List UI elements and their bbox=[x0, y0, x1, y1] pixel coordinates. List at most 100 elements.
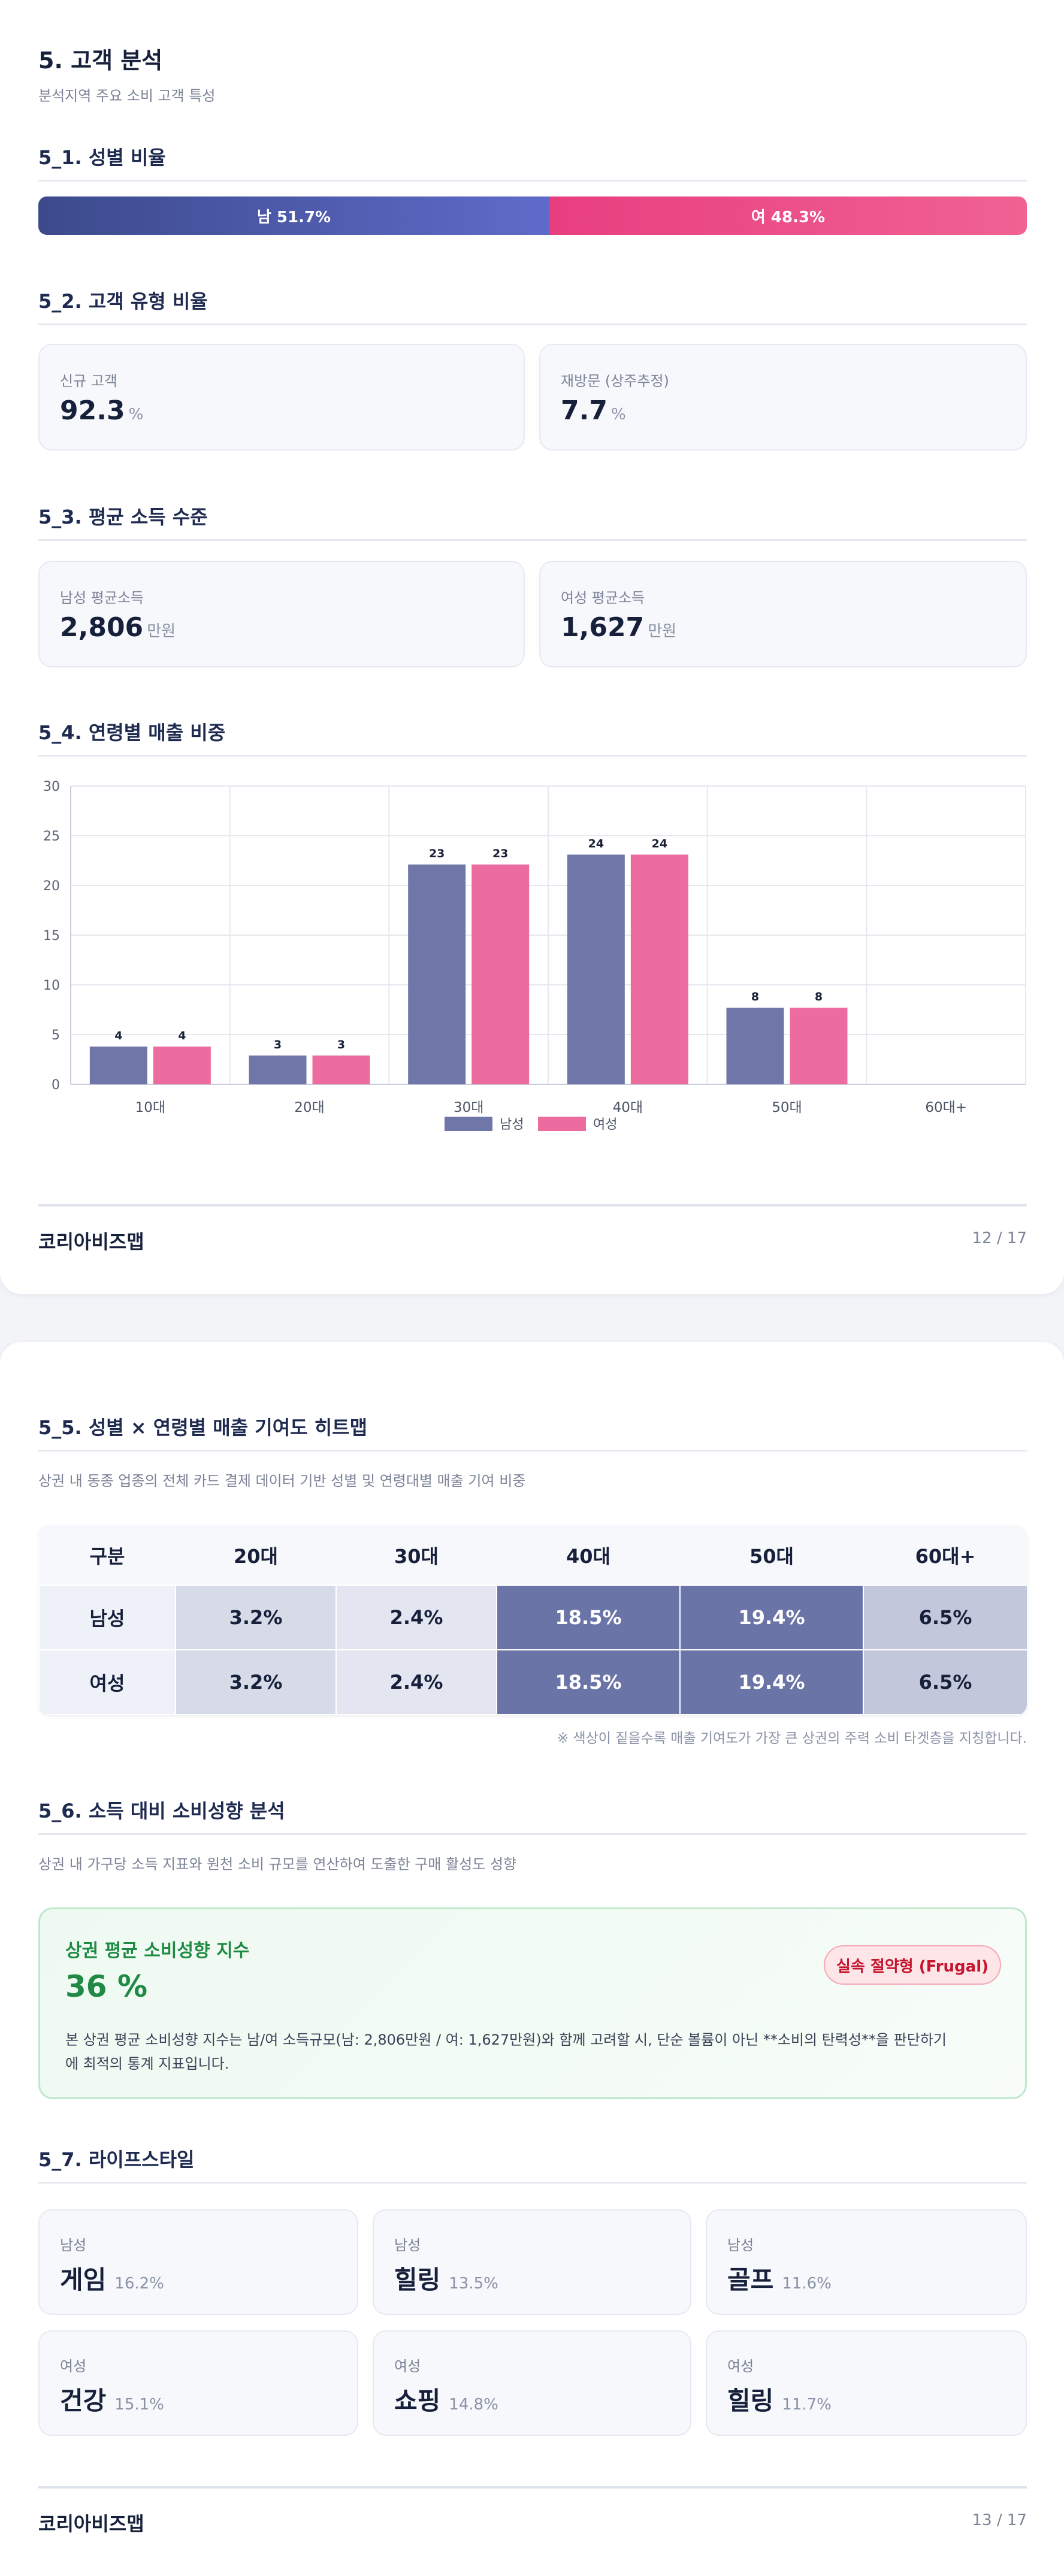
lifestyle-gender: 여성 bbox=[727, 2358, 754, 2375]
heatmap-cell: 18.5% bbox=[496, 1585, 681, 1650]
lifestyle-name: 골프 bbox=[727, 2265, 774, 2294]
heatmap-cell: 6.5% bbox=[863, 1649, 1027, 1715]
lifestyle-row: 게임 16.2% bbox=[60, 2260, 164, 2296]
card-value: 92.3 bbox=[60, 395, 125, 426]
bar-male bbox=[89, 1046, 147, 1084]
heatmap-cell: 6.5% bbox=[863, 1585, 1027, 1650]
bar-female bbox=[790, 1008, 848, 1084]
table-row: 남성 3.2% 2.4% 18.5% 19.4% 6.5% bbox=[38, 1585, 1027, 1650]
lifestyle-gender: 여성 bbox=[394, 2358, 421, 2375]
header-cell: 40대 bbox=[497, 1525, 680, 1585]
income-heading: 5_3. 평균 소득 수준 bbox=[38, 506, 208, 528]
y-tick-label: 25 bbox=[43, 829, 60, 844]
lifestyle-name: 쇼핑 bbox=[394, 2386, 441, 2415]
data-label: 3 bbox=[337, 1038, 345, 1051]
row-header: 남성 bbox=[38, 1585, 176, 1650]
gender-ratio-heading: 5_1. 성별 비율 bbox=[38, 146, 166, 169]
heatmap-table-wrapper: 구분 20대 30대 40대 50대 60대+ 남성 3.2% 2.4% 18.… bbox=[38, 1525, 1027, 1715]
propensity-card-title: 상권 평균 소비성향 지수 bbox=[65, 1940, 250, 1961]
footer-divider bbox=[38, 1204, 1027, 1207]
section-divider bbox=[38, 755, 1027, 757]
lifestyle-name: 건강 bbox=[60, 2386, 107, 2415]
y-tick-label: 15 bbox=[43, 929, 60, 944]
heatmap-cell: 3.2% bbox=[175, 1585, 337, 1650]
x-tick-label: 50대 bbox=[772, 1100, 802, 1115]
header-cell: 50대 bbox=[680, 1525, 863, 1585]
x-tick-label: 30대 bbox=[454, 1100, 483, 1115]
age-sales-heading: 5_4. 연령별 매출 비중 bbox=[38, 721, 226, 744]
header-cell: 구분 bbox=[39, 1525, 176, 1585]
heatmap-cell: 18.5% bbox=[496, 1649, 681, 1715]
heatmap-cell: 19.4% bbox=[679, 1585, 864, 1650]
legend-label: 남성 bbox=[500, 1117, 524, 1132]
lifestyle-row: 쇼핑 14.8% bbox=[394, 2381, 498, 2417]
lifestyle-row: 힐링 13.5% bbox=[394, 2260, 498, 2296]
x-tick-label: 20대 bbox=[294, 1100, 324, 1115]
page-subtitle: 분석지역 주요 소비 고객 특성 bbox=[38, 87, 216, 104]
card-unit: % bbox=[610, 406, 626, 424]
lifestyle-heading: 5_7. 라이프스타일 bbox=[38, 2148, 195, 2171]
section-divider bbox=[38, 180, 1027, 182]
propensity-body: 본 상권 평균 소비성향 지수는 남/여 소득규모(남: 2,806만원 / 여… bbox=[65, 2028, 1006, 2076]
data-label: 23 bbox=[492, 847, 508, 860]
card-label: 남성 평균소득 bbox=[60, 589, 144, 606]
data-label: 3 bbox=[274, 1038, 282, 1051]
lifestyle-name: 힐링 bbox=[394, 2265, 441, 2294]
propensity-description: 상권 내 가구당 소득 지표와 원천 소비 규모를 연산하여 도출한 구매 활성… bbox=[38, 1856, 517, 1873]
bar-male bbox=[249, 1055, 307, 1084]
bar-female bbox=[153, 1046, 211, 1084]
legend-label: 여성 bbox=[593, 1117, 617, 1132]
lifestyle-card: 남성 골프 11.6% bbox=[706, 2209, 1027, 2315]
lifestyle-card: 여성 건강 15.1% bbox=[38, 2330, 358, 2436]
bar-male bbox=[726, 1008, 784, 1084]
x-tick-label: 10대 bbox=[135, 1100, 165, 1115]
data-label: 8 bbox=[815, 990, 823, 1003]
heatmap-heading: 5_5. 성별 × 연령별 매출 기여도 히트맵 bbox=[38, 1416, 368, 1439]
lifestyle-pct: 14.8% bbox=[449, 2396, 498, 2414]
lifestyle-card: 남성 게임 16.2% bbox=[38, 2209, 358, 2315]
heatmap-note: ※ 색상이 짙을수록 매출 기여도가 가장 큰 상권의 주력 소비 타겟층을 지… bbox=[557, 1731, 1027, 1746]
lifestyle-pct: 15.1% bbox=[114, 2396, 164, 2414]
lifestyle-row: 힐링 11.7% bbox=[727, 2381, 832, 2417]
footer-divider bbox=[38, 2486, 1027, 2489]
heatmap-header-row: 구분 20대 30대 40대 50대 60대+ bbox=[39, 1525, 1027, 1585]
card-unit: 만원 bbox=[648, 622, 677, 640]
data-label: 23 bbox=[429, 847, 445, 860]
page-title: 5. 고객 분석 bbox=[38, 47, 163, 74]
data-label: 4 bbox=[178, 1029, 186, 1042]
section-divider bbox=[38, 1833, 1027, 1835]
lifestyle-gender: 남성 bbox=[727, 2237, 754, 2254]
report-page-13: 5_5. 성별 × 연령별 매출 기여도 히트맵 상권 내 동종 업종의 전체 … bbox=[0, 1342, 1064, 2576]
propensity-body-line: 에 최적의 통계 지표입니다. bbox=[65, 2055, 229, 2072]
footer-brand: 코리아비즈맵 bbox=[38, 2512, 144, 2535]
bar-female bbox=[471, 864, 530, 1084]
lifestyle-card: 남성 힐링 13.5% bbox=[373, 2209, 691, 2315]
age-sales-bar-chart: 0 5 10 15 20 25 30 4 4 10대 3 3 20대 23 23 30대 24 24 40대 8 8 50… bbox=[43, 779, 1026, 1132]
heatmap-cell: 2.4% bbox=[335, 1585, 497, 1650]
lifestyle-name: 게임 bbox=[60, 2265, 107, 2294]
propensity-heading: 5_6. 소득 대비 소비성향 분석 bbox=[38, 1800, 285, 1822]
page-number: 13 / 17 bbox=[972, 2511, 1027, 2529]
lifestyle-gender: 남성 bbox=[394, 2237, 421, 2254]
heatmap-table: 구분 20대 30대 40대 50대 60대+ 남성 3.2% 2.4% 18.… bbox=[38, 1525, 1027, 1715]
bar-female bbox=[630, 854, 688, 1084]
y-tick-label: 10 bbox=[43, 978, 60, 993]
section-divider bbox=[38, 323, 1027, 325]
bar-female bbox=[312, 1055, 370, 1084]
frugal-badge: 실속 절약형 (Frugal) bbox=[824, 1945, 1001, 1985]
bar-male bbox=[408, 864, 466, 1084]
female-income-card: 여성 평균소득 1,627 만원 bbox=[539, 561, 1027, 667]
lifestyle-pct: 16.2% bbox=[114, 2275, 164, 2293]
header-cell: 60대+ bbox=[863, 1525, 1027, 1585]
section-divider bbox=[38, 1450, 1027, 1452]
male-share-label: 남 51.7% bbox=[256, 208, 331, 226]
header-cell: 20대 bbox=[176, 1525, 336, 1585]
female-share-segment: 여 48.3% bbox=[549, 196, 1027, 235]
bar-male bbox=[567, 854, 625, 1084]
section-divider bbox=[38, 539, 1027, 541]
male-share-segment: 남 51.7% bbox=[38, 196, 550, 235]
card-value: 7.7 bbox=[561, 395, 607, 426]
heatmap-cell: 19.4% bbox=[679, 1649, 864, 1715]
card-unit: 만원 bbox=[147, 622, 176, 640]
legend-swatch bbox=[445, 1117, 492, 1131]
